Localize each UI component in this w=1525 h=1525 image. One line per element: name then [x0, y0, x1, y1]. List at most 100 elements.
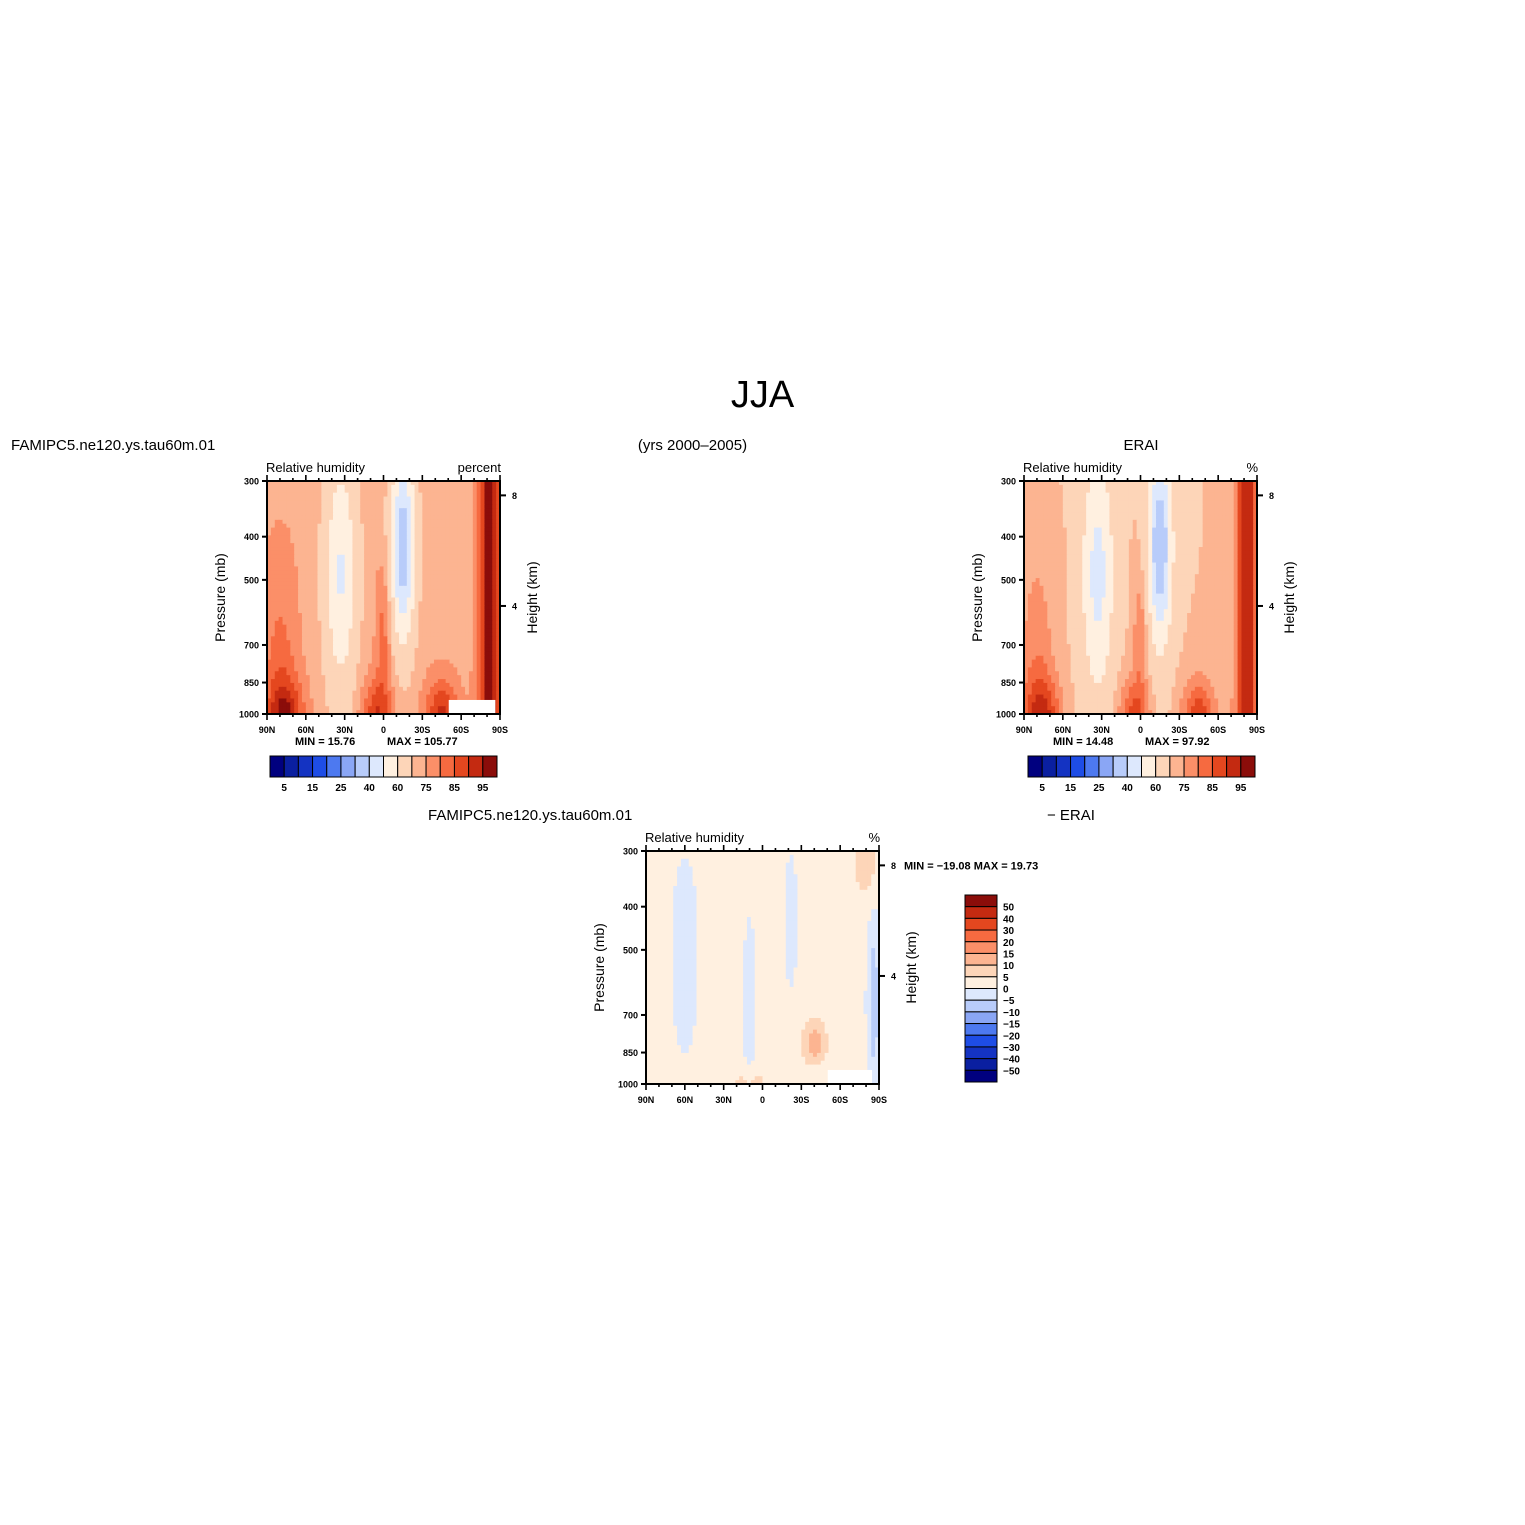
model-ytick-label: 300	[244, 477, 259, 487]
diff-ylabel: Pressure (mb)	[591, 923, 607, 1012]
model-max-text: MAX = 105.77	[387, 736, 458, 748]
diff-ytick-label: 1000	[618, 1080, 638, 1090]
model-colorbar-box	[283, 755, 299, 778]
obs-colorbar: 5 15 25 40 60 75 85 95	[1027, 755, 1256, 794]
diff-colorbar-label: 0	[1003, 985, 1009, 996]
obs-colorbar-box	[1169, 755, 1185, 778]
diff-colorbar-box	[964, 1034, 998, 1048]
model-colorbar-label: 85	[449, 783, 461, 794]
model-xtick-label: 30N	[336, 725, 353, 735]
obs-colorbar-box	[1126, 755, 1142, 778]
diff-colorbar-label: 40	[1003, 914, 1015, 925]
obs-colorbar-label: 5	[1039, 783, 1045, 794]
diff-colorbar-label: −20	[1003, 1031, 1020, 1042]
model-field	[267, 481, 501, 715]
obs-colorbar-label: 60	[1150, 783, 1162, 794]
obs-xtick-label: 30N	[1093, 725, 1110, 735]
model-colorbar-box	[397, 755, 413, 778]
diff-colorbar-label: −10	[1003, 1008, 1020, 1019]
diff-minmax-text: MIN = −19.08 MAX = 19.73	[904, 860, 1038, 872]
obs-xtick-label: 60N	[1055, 725, 1072, 735]
model-units-label: percent	[458, 460, 502, 475]
model-colorbar-box	[468, 755, 484, 778]
obs-colorbar-box	[1141, 755, 1157, 778]
diff-xtick-label: 90S	[871, 1095, 887, 1105]
diff-ytick-label: 400	[623, 902, 638, 912]
model-ylabel-right: Height (km)	[524, 561, 540, 633]
diff-colorbar-label: −40	[1003, 1055, 1020, 1066]
model-xtick-label: 60S	[453, 725, 469, 735]
model-variable-label: Relative humidity	[266, 460, 365, 475]
figure-subtitle: (yrs 2000–2005)	[637, 437, 748, 454]
obs-colorbar-label: 25	[1093, 783, 1105, 794]
obs-colorbar-box	[1197, 755, 1213, 778]
obs-ytick-label: 850	[1001, 678, 1016, 688]
model-xtick-label: 90S	[492, 725, 508, 735]
model-height-tick-label: 8	[512, 491, 517, 501]
model-ytick-label: 1000	[239, 710, 259, 720]
model-colorbar-box	[297, 755, 314, 778]
diff-colorbar-label: 15	[1003, 949, 1015, 960]
obs-xtick-label: 0	[1138, 725, 1143, 735]
obs-colorbar-box	[1183, 755, 1199, 778]
diff-colorbar-box	[964, 1046, 998, 1060]
diff-colorbar-box	[964, 929, 998, 943]
diff-colorbar-box	[964, 952, 998, 966]
model-colorbar-box	[312, 755, 328, 778]
diff-xtick-label: 0	[760, 1095, 765, 1105]
obs-ytick-label: 700	[1001, 640, 1016, 650]
diff-xtick-label: 90N	[638, 1095, 655, 1105]
diff-xtick-label: 30S	[793, 1095, 809, 1105]
diff-colorbar-box	[964, 1069, 998, 1083]
model-colorbar-label: 5	[281, 783, 287, 794]
obs-field	[1024, 481, 1258, 715]
obs-colorbar-label: 85	[1207, 783, 1219, 794]
model-colorbar-box	[269, 755, 285, 778]
obs-min-text: MIN = 14.48	[1053, 736, 1113, 748]
obs-colorbar-box	[1084, 755, 1100, 778]
model-colorbar-box	[482, 755, 498, 778]
diff-colorbar-box	[964, 917, 998, 931]
model-ytick-label: 850	[244, 678, 259, 688]
diff-xtick-label: 30N	[715, 1095, 732, 1105]
diff-ytick-label: 300	[623, 847, 638, 857]
diff-colorbar-label: −50	[1003, 1066, 1020, 1077]
obs-colorbar-label: 15	[1065, 783, 1077, 794]
diff-ylabel-right: Height (km)	[903, 931, 919, 1003]
obs-colorbar-box	[1055, 755, 1072, 778]
obs-height-tick-label: 8	[1269, 491, 1274, 501]
diff-colorbar-label: 30	[1003, 926, 1015, 937]
obs-colorbar-box	[1211, 755, 1228, 778]
model-ytick-label: 400	[244, 532, 259, 542]
diff-colorbar-box	[964, 964, 998, 978]
diff-colorbar-box	[964, 906, 998, 919]
model-xtick-label: 30S	[414, 725, 430, 735]
obs-ytick-label: 500	[1001, 575, 1016, 585]
model-colorbar-label: 40	[364, 783, 376, 794]
diff-units-label: %	[868, 830, 880, 845]
model-ytick-label: 500	[244, 575, 259, 585]
model-colorbar-label: 15	[307, 783, 319, 794]
model-ytick-label: 700	[244, 640, 259, 650]
diff-height-tick-label: 4	[891, 971, 896, 981]
obs-ytick-label: 300	[1001, 477, 1016, 487]
model-ylabel: Pressure (mb)	[212, 553, 228, 642]
diff-colorbar-box	[964, 1023, 998, 1036]
diff-colorbar-label: −15	[1003, 1020, 1020, 1031]
obs-colorbar-box	[1098, 755, 1114, 778]
diff-xtick-label: 60S	[832, 1095, 848, 1105]
obs-ylabel: Pressure (mb)	[969, 553, 985, 642]
obs-colorbar-label: 75	[1179, 783, 1191, 794]
obs-xtick-label: 90S	[1249, 725, 1265, 735]
model-height-tick-label: 4	[512, 601, 517, 611]
model-colorbar-box	[439, 755, 455, 778]
obs-colorbar-box	[1070, 755, 1086, 778]
missing-data-region	[827, 1069, 873, 1084]
model-colorbar-box	[368, 755, 384, 778]
model-xtick-label: 0	[381, 725, 386, 735]
